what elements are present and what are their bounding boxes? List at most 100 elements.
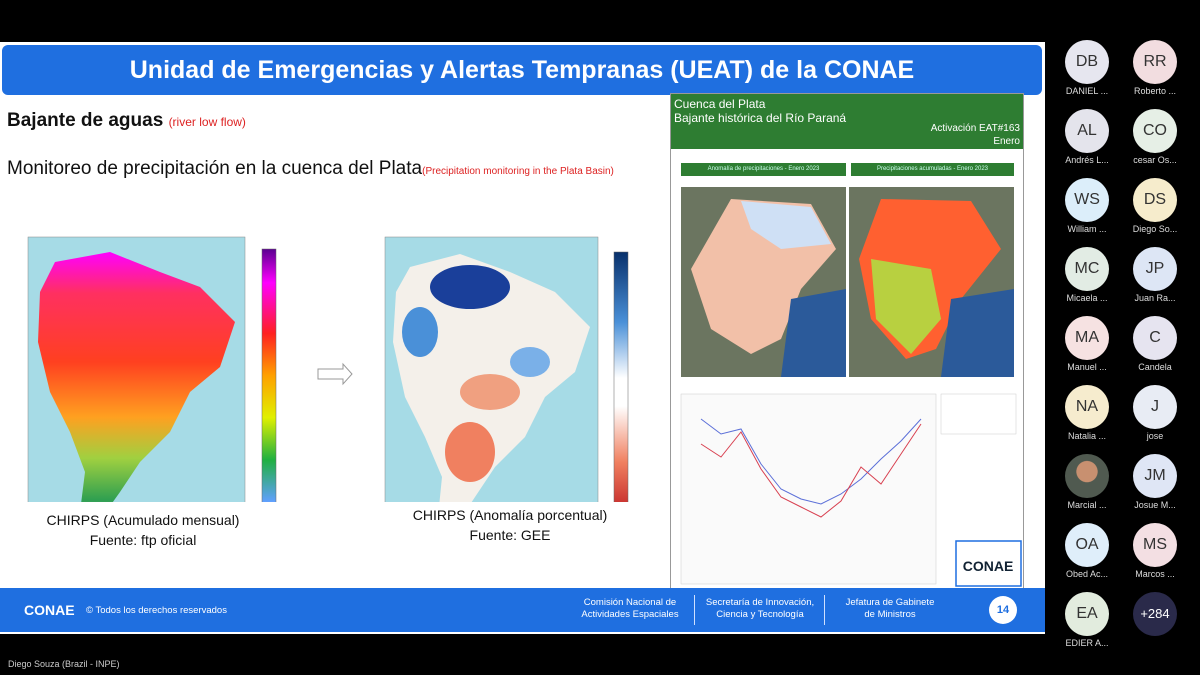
ocean — [941, 289, 1014, 377]
series-line — [700, 423, 922, 518]
logo-box — [955, 540, 1022, 587]
institution: Comisión Nacional de Actividades Espacial… — [566, 597, 694, 621]
participant-name: Juan Ra... — [1134, 293, 1176, 303]
institution-line: Jefatura de Gabinete — [845, 597, 935, 608]
slide-title: Unidad de Emergencias y Alertas Temprana… — [2, 45, 1042, 95]
participant[interactable]: DS Diego So... — [1121, 178, 1189, 246]
participant-name: Natalia ... — [1067, 431, 1107, 441]
participant-name: Diego So... — [1132, 224, 1178, 234]
participant-name: Josue M... — [1134, 500, 1176, 510]
map-title: Precipitaciones acumuladas - Enero 2023 — [851, 163, 1014, 176]
participant[interactable]: RR Roberto ... — [1121, 40, 1189, 108]
panel-graphics: CONAE — [680, 187, 1022, 587]
institution-line: Actividades Espaciales — [581, 609, 679, 620]
anomaly — [460, 374, 520, 410]
participant[interactable]: DB DANIEL ... — [1053, 40, 1121, 108]
avatar: J — [1133, 385, 1177, 429]
avatar: MS — [1133, 523, 1177, 567]
participant-name: Candela — [1138, 362, 1172, 372]
participant-name: Roberto ... — [1133, 86, 1177, 96]
participant[interactable]: MS Marcos ... — [1121, 523, 1189, 591]
anomaly — [402, 307, 438, 357]
institution-line: Secretaría de Innovación, — [705, 597, 815, 608]
subtitle: Monitoreo de precipitación en la cuenca … — [7, 158, 614, 180]
panel-title: Cuenca del Plata — [674, 97, 766, 111]
participant[interactable]: C Candela — [1121, 316, 1189, 384]
basin — [741, 201, 831, 249]
more-count: +284 — [1133, 592, 1177, 636]
avatar: WS — [1065, 178, 1109, 222]
participant[interactable]: MC Micaela ... — [1053, 247, 1121, 315]
participant-name: William ... — [1067, 224, 1107, 234]
participant[interactable]: JP Juan Ra... — [1121, 247, 1189, 315]
source: Fuente: GEE — [469, 527, 551, 543]
series-line — [700, 418, 922, 505]
map-caption-2: CHIRPS (Anomalía porcentual) Fuente: GEE — [380, 507, 640, 543]
institution: Jefatura de Gabinete de Ministros — [826, 597, 954, 621]
page-number: 14 — [989, 596, 1017, 624]
anomaly — [445, 422, 495, 482]
subtitle-en: (Precipitation monitoring in the Plata B… — [422, 166, 614, 177]
institution-line: Ciencia y Tecnología — [716, 609, 804, 620]
participant[interactable]: EA EDIER A... — [1053, 592, 1121, 660]
participant-name: Andrés L... — [1065, 155, 1109, 165]
participant-name: DANIEL ... — [1065, 86, 1109, 96]
avatar: JM — [1133, 454, 1177, 498]
avatar: OA — [1065, 523, 1109, 567]
participant[interactable]: NA Natalia ... — [1053, 385, 1121, 453]
avatar: RR — [1133, 40, 1177, 84]
avatar: DB — [1065, 40, 1109, 84]
avatar: EA — [1065, 592, 1109, 636]
participant[interactable]: WS William ... — [1053, 178, 1121, 246]
report-panel: Cuenca del Plata Bajante histórica del R… — [670, 93, 1024, 590]
ocean — [781, 289, 846, 377]
participant[interactable]: CO cesar Os... — [1121, 109, 1189, 177]
avatar: NA — [1065, 385, 1109, 429]
line-chart — [680, 393, 937, 585]
caption: CHIRPS (Anomalía porcentual) — [412, 507, 608, 523]
separator — [694, 595, 695, 625]
basin — [871, 259, 941, 354]
section-title: Bajante de aguas (river low flow) — [7, 110, 246, 132]
participant-name: EDIER A... — [1065, 638, 1109, 648]
institution: Secretaría de Innovación, Ciencia y Tecno… — [696, 597, 824, 621]
slide-footer: CONAE © Todos los derechos reservados 14… — [0, 588, 1045, 632]
footer-logo: CONAE — [24, 602, 75, 618]
participant[interactable]: MA Manuel ... — [1053, 316, 1121, 384]
avatar-photo — [1065, 454, 1109, 498]
arrow — [317, 362, 353, 386]
avatar: AL — [1065, 109, 1109, 153]
participant[interactable]: AL Andrés L... — [1053, 109, 1121, 177]
avatar: JP — [1133, 247, 1177, 291]
participant-name: Manuel ... — [1067, 362, 1107, 372]
caption: CHIRPS (Acumulado mensual) — [46, 512, 240, 528]
avatar: C — [1133, 316, 1177, 360]
participant[interactable]: JM Josue M... — [1121, 454, 1189, 522]
participant-name: cesar Os... — [1133, 155, 1177, 165]
panel-subtitle: Bajante histórica del Río Paraná — [674, 111, 847, 125]
participant[interactable]: Marcial ... — [1053, 454, 1121, 522]
participant[interactable]: OA Obed Ac... — [1053, 523, 1121, 591]
map-caption-1: CHIRPS (Acumulado mensual) Fuente: ftp of… — [13, 512, 273, 548]
legend-box — [940, 393, 1017, 435]
colorbar — [613, 251, 629, 502]
copyright: © Todos los derechos reservados — [86, 605, 227, 616]
participant-name: Obed Ac... — [1065, 569, 1109, 579]
map-title: Anomalía de precipitaciones - Enero 2023 — [681, 163, 846, 176]
source: Fuente: ftp oficial — [89, 532, 197, 548]
more-participants[interactable]: +284 — [1121, 592, 1189, 660]
continent — [38, 252, 235, 502]
participant-name: Micaela ... — [1066, 293, 1108, 303]
section-en: (river low flow) — [168, 115, 246, 129]
avatar: DS — [1133, 178, 1177, 222]
avatar: MC — [1065, 247, 1109, 291]
participants: DB DANIEL ... RR Roberto ... AL Andrés L... CO… — [1053, 40, 1193, 675]
panel-header: Cuenca del Plata Bajante histórica del R… — [671, 94, 1023, 149]
month: Enero — [993, 136, 1020, 147]
avatar: MA — [1065, 316, 1109, 360]
slide: Unidad de Emergencias y Alertas Temprana… — [0, 42, 1045, 634]
presenter-name: Diego Souza (Brazil - INPE) — [8, 659, 120, 669]
subtitle-es: Monitoreo de precipitación en la cuenca … — [7, 158, 423, 179]
